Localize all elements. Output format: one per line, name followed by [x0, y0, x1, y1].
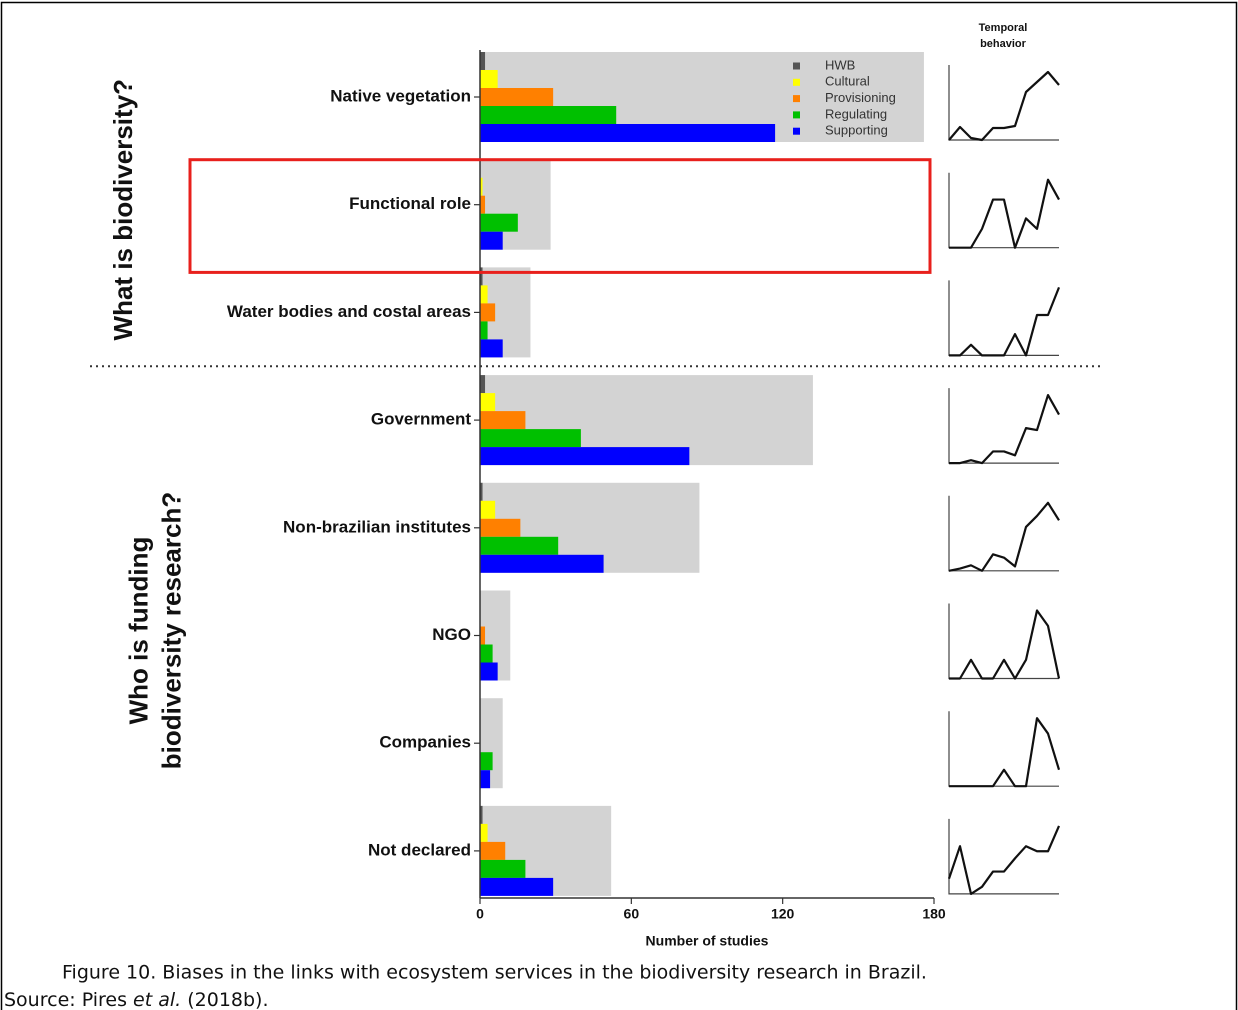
spark-axes — [948, 818, 1059, 895]
x-tick-label: 0 — [476, 906, 484, 922]
bar — [480, 644, 493, 663]
category-label: Companies — [379, 733, 471, 752]
bar — [480, 805, 483, 824]
bar — [480, 177, 483, 196]
spark-axes — [948, 172, 1059, 249]
bar — [480, 662, 498, 681]
bar — [480, 106, 617, 124]
caption-source: Source: Pires et al. (2018b). — [4, 989, 269, 1010]
temporal-title: Temporal — [979, 22, 1028, 34]
category-label: NGO — [432, 625, 471, 644]
x-tick-label: 120 — [771, 906, 795, 922]
legend-label: Provisioning — [825, 90, 896, 105]
legend-swatch — [793, 95, 800, 103]
bar — [480, 447, 690, 466]
legend-label: Cultural — [825, 74, 870, 89]
bar — [480, 70, 498, 88]
legend-swatch — [793, 62, 800, 70]
bar — [480, 554, 604, 573]
sparkline — [949, 178, 1060, 249]
group-label: biodiversity research? — [156, 492, 186, 769]
bar — [480, 536, 559, 555]
category-label: Non-brazilian institutes — [283, 517, 471, 536]
bar — [480, 841, 506, 860]
bar — [480, 429, 581, 448]
legend-label: Regulating — [825, 106, 887, 121]
legend-swatch — [793, 127, 800, 135]
bar — [480, 482, 483, 501]
bar — [480, 52, 486, 70]
sparkline — [949, 609, 1061, 680]
legend-label: Supporting — [825, 123, 888, 138]
group-label: Who is funding — [123, 537, 153, 725]
spark-axes — [948, 280, 1059, 356]
highlight-box — [188, 158, 932, 274]
bar — [480, 770, 491, 789]
bar — [480, 877, 554, 896]
bar — [480, 285, 488, 304]
bar — [480, 339, 503, 358]
category-label: Government — [371, 410, 471, 429]
sparkline — [948, 501, 1060, 572]
bar — [480, 859, 526, 878]
category-label: Water bodies and costal areas — [227, 302, 471, 321]
legend-label: HWB — [825, 57, 855, 72]
legend-swatch — [793, 111, 800, 119]
category-label: Native vegetation — [330, 86, 471, 105]
bar — [480, 626, 486, 645]
bar — [480, 500, 496, 519]
bar — [480, 213, 518, 232]
bar — [480, 195, 486, 214]
caption-line: Figure 10. Biases in the links with ecos… — [62, 962, 927, 984]
bar — [480, 267, 483, 286]
spark-axes — [948, 495, 1059, 572]
temporal-title: behavior — [980, 38, 1027, 50]
sparkline — [949, 394, 1060, 465]
legend-swatch — [793, 78, 800, 86]
spark-axes — [948, 711, 1059, 787]
bar — [480, 231, 503, 250]
bar — [480, 823, 488, 842]
bar — [480, 88, 554, 106]
sparkline — [949, 286, 1061, 357]
category-label: Not declared — [368, 840, 471, 859]
bar — [480, 518, 521, 537]
sparkline — [948, 70, 1060, 142]
source-suffix: (2018b). — [181, 989, 268, 1010]
group-label: What is biodiversity? — [108, 79, 138, 341]
category-label: Functional role — [349, 194, 471, 213]
bar — [480, 752, 493, 771]
bar — [480, 393, 496, 412]
x-tick-label: 60 — [624, 906, 640, 922]
bar — [480, 411, 526, 430]
source-prefix: Source: Pires — [4, 989, 133, 1010]
bar — [480, 124, 776, 142]
x-tick-label: 180 — [922, 906, 946, 922]
x-axis-title: Number of studies — [646, 933, 769, 949]
sparkline — [949, 717, 1061, 788]
bar — [480, 321, 488, 340]
bar — [480, 375, 486, 394]
sparkline — [947, 825, 1061, 896]
bar — [480, 303, 496, 322]
source-italic: et al. — [133, 989, 181, 1010]
